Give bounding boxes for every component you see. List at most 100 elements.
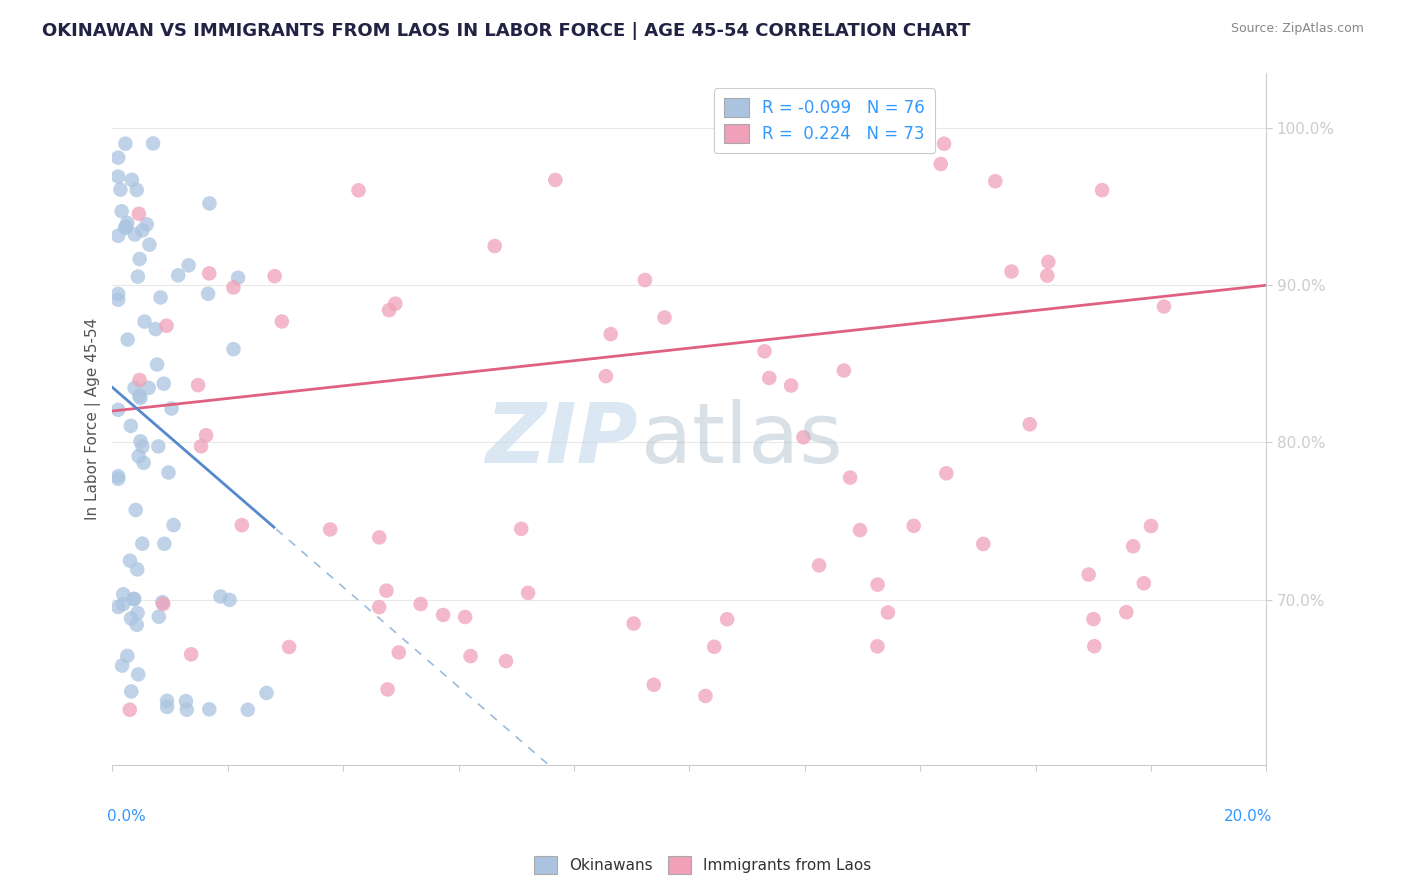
Point (780, 378, 803, 392)
Point (148, 609, 170, 624)
Point (117, 216, 139, 230)
Point (125, 503, 148, 517)
Point (198, 702, 221, 716)
Point (368, 530, 391, 544)
Text: Source: ZipAtlas.com: Source: ZipAtlas.com (1230, 22, 1364, 36)
Point (107, 169, 129, 184)
Point (114, 221, 136, 235)
Point (226, 270, 249, 285)
Point (111, 597, 134, 611)
Point (903, 518, 925, 533)
Point (127, 667, 149, 681)
Point (127, 562, 149, 576)
Point (115, 219, 138, 234)
Point (695, 689, 717, 703)
Point (107, 402, 129, 417)
Point (263, 269, 285, 284)
Point (124, 381, 146, 395)
Point (1153, 300, 1175, 314)
Text: atlas: atlas (641, 399, 842, 480)
Point (808, 558, 831, 573)
Point (127, 269, 149, 284)
Point (484, 239, 506, 253)
Point (1091, 183, 1114, 197)
Point (256, 686, 278, 700)
Point (1133, 576, 1156, 591)
Point (128, 389, 150, 403)
Point (839, 470, 862, 484)
Point (180, 648, 202, 662)
Point (152, 597, 174, 611)
Point (125, 183, 148, 197)
Point (932, 136, 955, 151)
Point (129, 391, 152, 405)
Point (134, 315, 156, 329)
Point (138, 237, 160, 252)
Point (107, 228, 129, 243)
Point (120, 684, 142, 698)
Point (218, 593, 240, 607)
Point (138, 381, 160, 395)
Point (972, 537, 994, 551)
Point (156, 700, 179, 714)
Point (198, 266, 221, 280)
Point (877, 606, 900, 620)
Point (517, 586, 540, 600)
Point (131, 440, 153, 454)
Point (1115, 605, 1137, 619)
Point (177, 258, 200, 272)
Point (128, 373, 150, 387)
Point (278, 640, 301, 654)
Point (107, 469, 129, 483)
Point (792, 430, 814, 444)
Point (236, 703, 259, 717)
Point (129, 434, 152, 449)
Point (174, 694, 197, 708)
Point (432, 607, 454, 622)
Point (377, 682, 399, 697)
Point (623, 616, 645, 631)
Point (1140, 519, 1163, 533)
Point (167, 268, 190, 283)
Point (135, 218, 157, 232)
Point (145, 322, 167, 336)
Point (270, 314, 292, 328)
Point (595, 369, 617, 384)
Point (131, 223, 153, 237)
Point (510, 522, 533, 536)
Point (384, 296, 406, 310)
Point (107, 293, 129, 307)
Text: OKINAWAN VS IMMIGRANTS FROM LAOS IN LABOR FORCE | AGE 45-54 CORRELATION CHART: OKINAWAN VS IMMIGRANTS FROM LAOS IN LABO… (42, 22, 970, 40)
Point (107, 599, 129, 614)
Point (198, 196, 221, 211)
Text: 0.0%: 0.0% (107, 809, 145, 824)
Point (111, 204, 134, 219)
Point (368, 600, 391, 615)
Point (152, 376, 174, 391)
Point (107, 151, 129, 165)
Point (117, 333, 139, 347)
Point (155, 318, 177, 333)
Point (544, 173, 567, 187)
Point (935, 467, 957, 481)
Point (112, 587, 135, 601)
Point (222, 280, 245, 294)
Point (110, 183, 132, 197)
Point (197, 286, 219, 301)
Point (128, 252, 150, 266)
Point (195, 428, 218, 442)
Point (654, 310, 676, 325)
Point (187, 378, 209, 392)
Point (128, 449, 150, 463)
Point (150, 595, 173, 609)
Point (1122, 539, 1144, 553)
Point (495, 654, 517, 668)
Point (122, 592, 145, 607)
Point (142, 136, 165, 151)
Point (121, 173, 143, 187)
Point (1083, 639, 1105, 653)
Point (120, 418, 142, 433)
Point (118, 554, 141, 568)
Point (1036, 268, 1059, 283)
Point (599, 327, 621, 342)
